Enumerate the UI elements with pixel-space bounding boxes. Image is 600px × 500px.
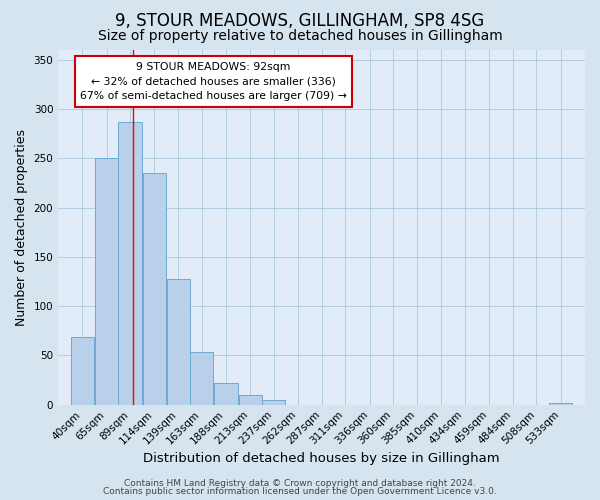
Bar	[239, 395, 262, 404]
X-axis label: Distribution of detached houses by size in Gillingham: Distribution of detached houses by size …	[143, 452, 500, 465]
Bar	[214, 383, 238, 404]
Bar	[190, 352, 214, 405]
Text: Contains HM Land Registry data © Crown copyright and database right 2024.: Contains HM Land Registry data © Crown c…	[124, 478, 476, 488]
Text: Contains public sector information licensed under the Open Government Licence v3: Contains public sector information licen…	[103, 487, 497, 496]
Bar	[95, 158, 118, 404]
Bar	[143, 173, 166, 404]
Text: 9, STOUR MEADOWS, GILLINGHAM, SP8 4SG: 9, STOUR MEADOWS, GILLINGHAM, SP8 4SG	[115, 12, 485, 30]
Bar	[118, 122, 142, 405]
Text: 9 STOUR MEADOWS: 92sqm
← 32% of detached houses are smaller (336)
67% of semi-de: 9 STOUR MEADOWS: 92sqm ← 32% of detached…	[80, 62, 347, 102]
Text: Size of property relative to detached houses in Gillingham: Size of property relative to detached ho…	[98, 29, 502, 43]
Y-axis label: Number of detached properties: Number of detached properties	[15, 129, 28, 326]
Bar	[549, 403, 572, 404]
Bar	[262, 400, 285, 404]
Bar	[71, 336, 94, 404]
Bar	[167, 278, 190, 404]
